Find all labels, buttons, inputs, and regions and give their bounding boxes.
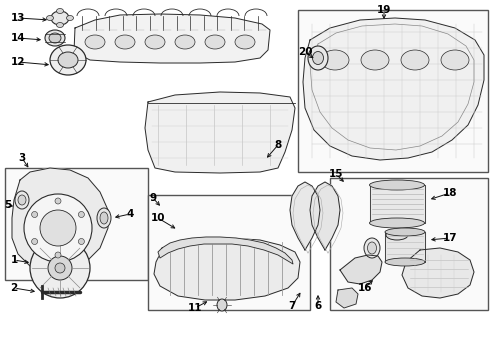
Text: 14: 14 [11, 33, 25, 43]
Text: 18: 18 [443, 188, 457, 198]
Circle shape [55, 263, 65, 273]
Polygon shape [74, 14, 270, 63]
Circle shape [55, 252, 61, 258]
Ellipse shape [385, 228, 425, 236]
Ellipse shape [15, 191, 29, 209]
Polygon shape [336, 288, 358, 308]
Ellipse shape [18, 195, 26, 205]
Text: 7: 7 [288, 301, 295, 311]
Ellipse shape [85, 35, 105, 49]
Ellipse shape [205, 35, 225, 49]
Ellipse shape [97, 208, 111, 228]
Text: 17: 17 [442, 233, 457, 243]
Circle shape [78, 238, 84, 244]
Polygon shape [12, 168, 108, 272]
Polygon shape [402, 248, 474, 298]
Text: 6: 6 [315, 301, 321, 311]
Circle shape [24, 194, 92, 262]
Ellipse shape [364, 238, 380, 258]
Polygon shape [385, 232, 425, 262]
Ellipse shape [321, 50, 349, 70]
Polygon shape [154, 238, 300, 300]
Ellipse shape [100, 212, 108, 224]
Ellipse shape [145, 35, 165, 49]
Text: 16: 16 [358, 283, 372, 293]
Circle shape [48, 256, 72, 280]
Circle shape [55, 198, 61, 204]
Polygon shape [340, 255, 382, 284]
Text: 4: 4 [126, 209, 134, 219]
Ellipse shape [441, 50, 469, 70]
Ellipse shape [308, 46, 328, 70]
Polygon shape [370, 185, 425, 223]
Ellipse shape [313, 51, 323, 64]
Ellipse shape [67, 15, 74, 21]
Polygon shape [303, 18, 484, 160]
Text: 1: 1 [10, 255, 18, 265]
Ellipse shape [217, 299, 227, 311]
Polygon shape [158, 237, 293, 264]
Text: 2: 2 [10, 283, 18, 293]
Circle shape [40, 210, 76, 246]
Text: 3: 3 [19, 153, 25, 163]
Bar [5, 168, 148, 280]
Ellipse shape [58, 52, 78, 68]
Circle shape [32, 238, 38, 244]
Ellipse shape [56, 9, 64, 13]
Ellipse shape [235, 35, 255, 49]
Ellipse shape [369, 180, 424, 190]
Ellipse shape [369, 218, 424, 228]
Ellipse shape [361, 50, 389, 70]
Ellipse shape [49, 33, 61, 43]
Text: 12: 12 [11, 57, 25, 67]
Ellipse shape [51, 11, 69, 25]
Text: 19: 19 [377, 5, 391, 15]
Circle shape [78, 211, 84, 217]
Polygon shape [145, 92, 295, 173]
Text: 11: 11 [188, 303, 202, 313]
Text: 15: 15 [329, 169, 343, 179]
Ellipse shape [368, 242, 376, 254]
Ellipse shape [175, 35, 195, 49]
Circle shape [32, 211, 38, 217]
Ellipse shape [386, 230, 408, 240]
Circle shape [30, 238, 90, 298]
Text: 13: 13 [11, 13, 25, 23]
Ellipse shape [115, 35, 135, 49]
Ellipse shape [56, 22, 64, 27]
Text: 10: 10 [151, 213, 165, 223]
Ellipse shape [45, 30, 65, 46]
Ellipse shape [385, 258, 425, 266]
Bar [330, 178, 488, 310]
Text: 9: 9 [149, 193, 157, 203]
Text: 20: 20 [298, 47, 312, 57]
Ellipse shape [47, 15, 53, 21]
Bar [148, 195, 310, 310]
Text: 8: 8 [274, 140, 282, 150]
Bar [298, 10, 488, 172]
Ellipse shape [401, 50, 429, 70]
Polygon shape [290, 182, 320, 250]
Text: 5: 5 [4, 200, 12, 210]
Polygon shape [310, 182, 340, 250]
Ellipse shape [50, 45, 86, 75]
